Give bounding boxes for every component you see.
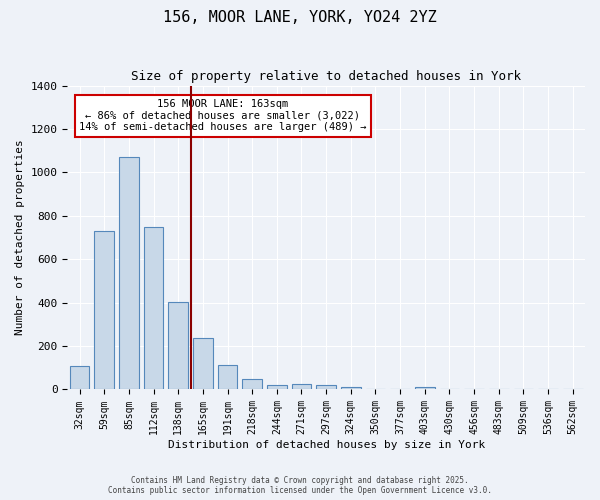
Bar	[70, 366, 89, 390]
Bar	[193, 338, 213, 390]
Bar	[94, 231, 114, 390]
Bar	[267, 385, 287, 390]
Text: 156 MOOR LANE: 163sqm
← 86% of detached houses are smaller (3,022)
14% of semi-d: 156 MOOR LANE: 163sqm ← 86% of detached …	[79, 99, 367, 132]
Bar	[415, 387, 434, 390]
Bar	[218, 364, 238, 390]
Bar	[292, 384, 311, 390]
Bar	[119, 157, 139, 390]
Text: 156, MOOR LANE, YORK, YO24 2YZ: 156, MOOR LANE, YORK, YO24 2YZ	[163, 10, 437, 25]
Bar	[316, 385, 336, 390]
Bar	[341, 388, 361, 390]
Title: Size of property relative to detached houses in York: Size of property relative to detached ho…	[131, 70, 521, 83]
Bar	[242, 379, 262, 390]
Bar	[169, 302, 188, 390]
Text: Contains HM Land Registry data © Crown copyright and database right 2025.
Contai: Contains HM Land Registry data © Crown c…	[108, 476, 492, 495]
Y-axis label: Number of detached properties: Number of detached properties	[15, 140, 25, 336]
X-axis label: Distribution of detached houses by size in York: Distribution of detached houses by size …	[167, 440, 485, 450]
Bar	[144, 226, 163, 390]
